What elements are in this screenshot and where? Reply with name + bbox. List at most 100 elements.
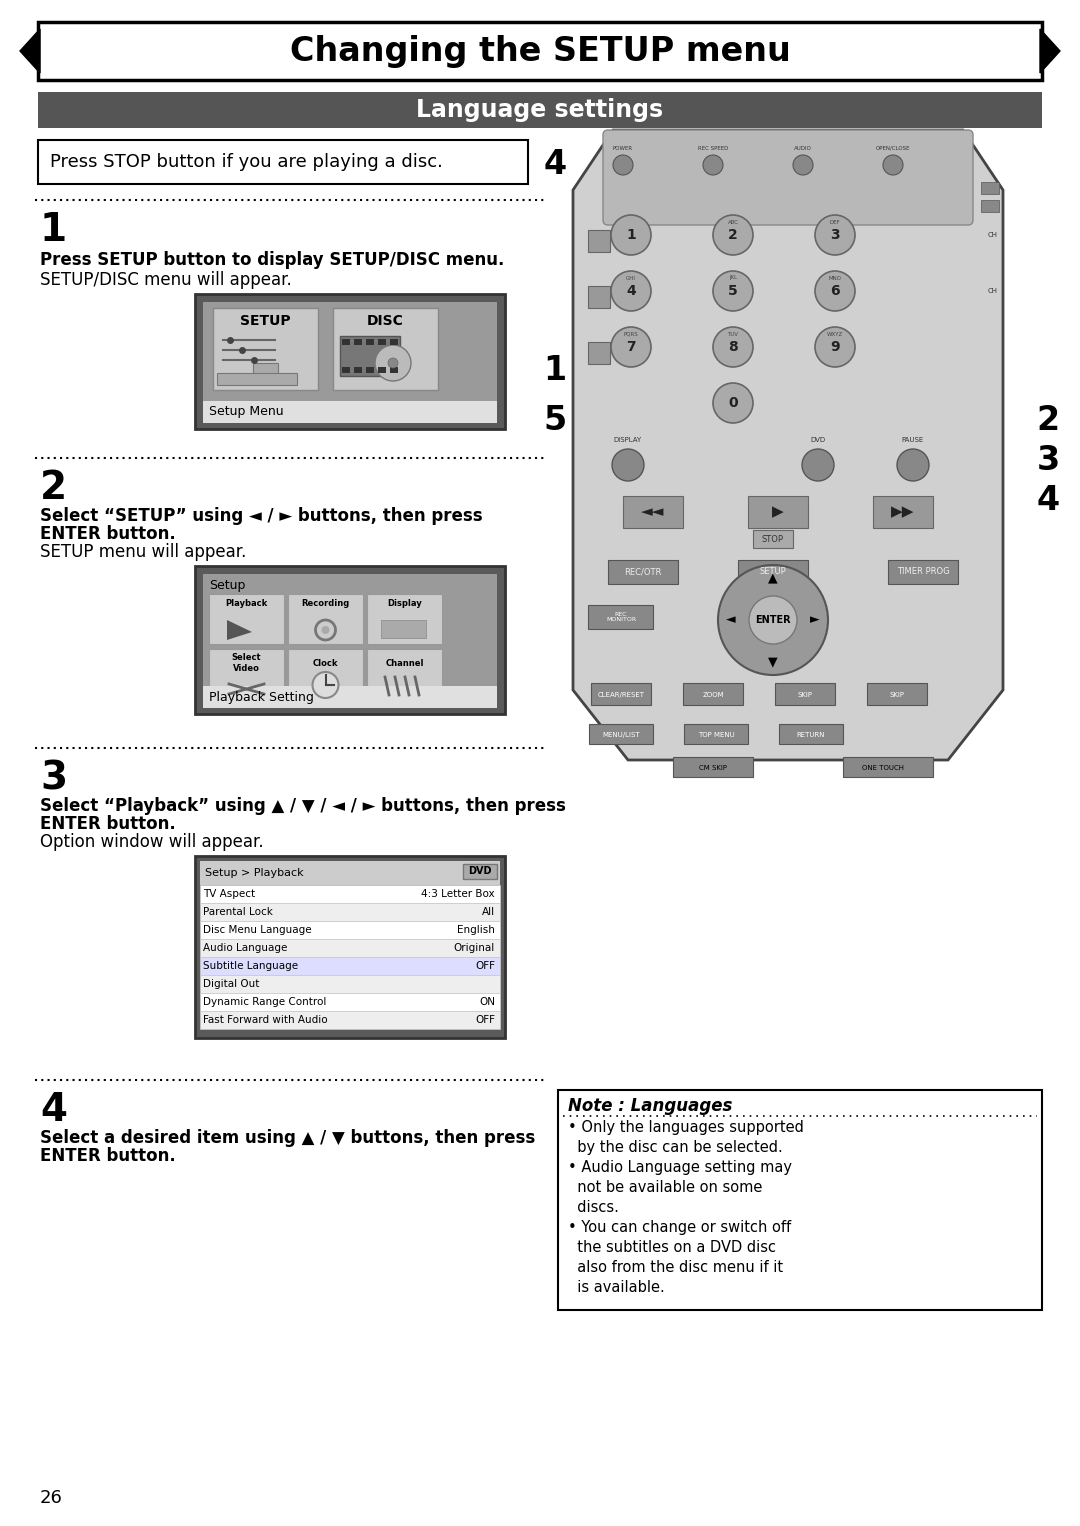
- Text: Clock: Clock: [313, 659, 338, 667]
- Text: AUDIO: AUDIO: [794, 145, 812, 151]
- Polygon shape: [1040, 29, 1059, 73]
- Bar: [683, 684, 743, 705]
- Text: Fast Forward with Audio: Fast Forward with Audio: [203, 1015, 327, 1025]
- Text: REC SPEED: REC SPEED: [698, 145, 728, 151]
- Text: by the disc can be selected.: by the disc can be selected.: [568, 1140, 783, 1155]
- Text: 4:3 Letter Box: 4:3 Letter Box: [421, 890, 495, 899]
- Text: CH: CH: [988, 288, 998, 295]
- Text: Setup > Playback: Setup > Playback: [205, 868, 303, 877]
- Text: 2: 2: [1037, 403, 1059, 436]
- Text: Disc Menu Language: Disc Menu Language: [203, 925, 312, 935]
- Bar: [200, 1012, 500, 1029]
- Text: DVD: DVD: [469, 865, 491, 876]
- Text: ENTER button.: ENTER button.: [40, 1148, 176, 1164]
- Circle shape: [750, 597, 797, 644]
- Bar: [200, 957, 500, 975]
- Text: 9: 9: [831, 340, 840, 354]
- Text: 1: 1: [543, 354, 567, 386]
- Bar: [588, 342, 610, 365]
- Polygon shape: [573, 130, 1003, 760]
- Bar: [381, 620, 426, 638]
- Text: Dynamic Range Control: Dynamic Range Control: [203, 996, 326, 1007]
- Text: DVD: DVD: [810, 436, 825, 443]
- Text: TIMER PROG: TIMER PROG: [896, 568, 949, 577]
- Text: Audio Language: Audio Language: [203, 943, 287, 954]
- Polygon shape: [227, 620, 252, 639]
- Text: 8: 8: [728, 340, 738, 354]
- Bar: [673, 757, 753, 777]
- Text: 26: 26: [40, 1489, 63, 1508]
- Text: DEF: DEF: [829, 220, 840, 224]
- Text: SETUP: SETUP: [759, 568, 786, 577]
- Bar: [463, 864, 497, 879]
- Bar: [217, 372, 297, 385]
- Text: 2: 2: [40, 468, 67, 507]
- Bar: [340, 336, 400, 375]
- Circle shape: [611, 215, 651, 255]
- Text: ENTER button.: ENTER button.: [40, 815, 176, 833]
- Bar: [200, 861, 500, 885]
- Bar: [203, 401, 497, 423]
- Text: DISPLAY: DISPLAY: [613, 436, 643, 443]
- Text: SETUP: SETUP: [240, 314, 291, 328]
- Bar: [195, 295, 505, 429]
- Bar: [591, 684, 651, 705]
- Text: the subtitles on a DVD disc: the subtitles on a DVD disc: [568, 1241, 777, 1254]
- Text: 0: 0: [728, 397, 738, 410]
- Circle shape: [802, 449, 834, 481]
- Bar: [210, 649, 284, 699]
- Text: STOP: STOP: [762, 536, 784, 545]
- Text: also from the disc menu if it: also from the disc menu if it: [568, 1260, 783, 1276]
- Text: ▶▶: ▶▶: [891, 505, 915, 519]
- Text: Setup Menu: Setup Menu: [210, 406, 284, 418]
- Text: 4: 4: [543, 148, 567, 182]
- Text: ON: ON: [480, 996, 495, 1007]
- Bar: [203, 574, 497, 687]
- Text: TOP MENU: TOP MENU: [698, 732, 734, 739]
- Text: Press SETUP button to display SETUP/DISC menu.: Press SETUP button to display SETUP/DISC…: [40, 250, 504, 269]
- Text: JKL: JKL: [729, 276, 737, 281]
- Text: • Only the languages supported: • Only the languages supported: [568, 1120, 804, 1135]
- Bar: [367, 649, 442, 699]
- Text: 5: 5: [728, 284, 738, 298]
- Bar: [342, 339, 350, 345]
- Bar: [843, 757, 933, 777]
- Text: Digital Out: Digital Out: [203, 980, 259, 989]
- Text: Select a desired item using ▲ / ▼ buttons, then press: Select a desired item using ▲ / ▼ button…: [40, 1129, 536, 1148]
- Text: Note : Languages: Note : Languages: [568, 1097, 732, 1116]
- Text: Subtitle Language: Subtitle Language: [203, 961, 298, 971]
- Bar: [623, 496, 683, 528]
- Text: ▶: ▶: [772, 505, 784, 519]
- Text: All: All: [482, 906, 495, 917]
- Text: TV Aspect: TV Aspect: [203, 890, 255, 899]
- Text: ►: ►: [810, 613, 820, 627]
- Text: Changing the SETUP menu: Changing the SETUP menu: [289, 35, 791, 69]
- Text: RETURN: RETURN: [797, 732, 825, 739]
- Text: 3: 3: [831, 227, 840, 243]
- Text: ▲: ▲: [768, 572, 778, 584]
- Bar: [288, 649, 363, 699]
- Text: Playback Setting: Playback Setting: [210, 690, 314, 703]
- Text: is available.: is available.: [568, 1280, 665, 1296]
- Circle shape: [793, 156, 813, 175]
- Text: Recording: Recording: [301, 598, 350, 607]
- Text: 4: 4: [40, 1091, 67, 1129]
- Bar: [366, 339, 374, 345]
- Bar: [390, 366, 399, 372]
- Bar: [867, 684, 927, 705]
- Bar: [200, 938, 500, 957]
- Circle shape: [713, 383, 753, 423]
- Text: OFF: OFF: [475, 1015, 495, 1025]
- Bar: [588, 285, 610, 308]
- Circle shape: [883, 156, 903, 175]
- Text: POWER: POWER: [613, 145, 633, 151]
- Bar: [367, 594, 442, 644]
- Bar: [288, 594, 363, 644]
- Bar: [200, 993, 500, 1012]
- Text: 4: 4: [1037, 484, 1059, 516]
- Text: Display: Display: [387, 598, 422, 607]
- Text: 1: 1: [40, 211, 67, 249]
- Bar: [981, 200, 999, 212]
- Bar: [558, 1090, 1042, 1309]
- Circle shape: [312, 671, 338, 697]
